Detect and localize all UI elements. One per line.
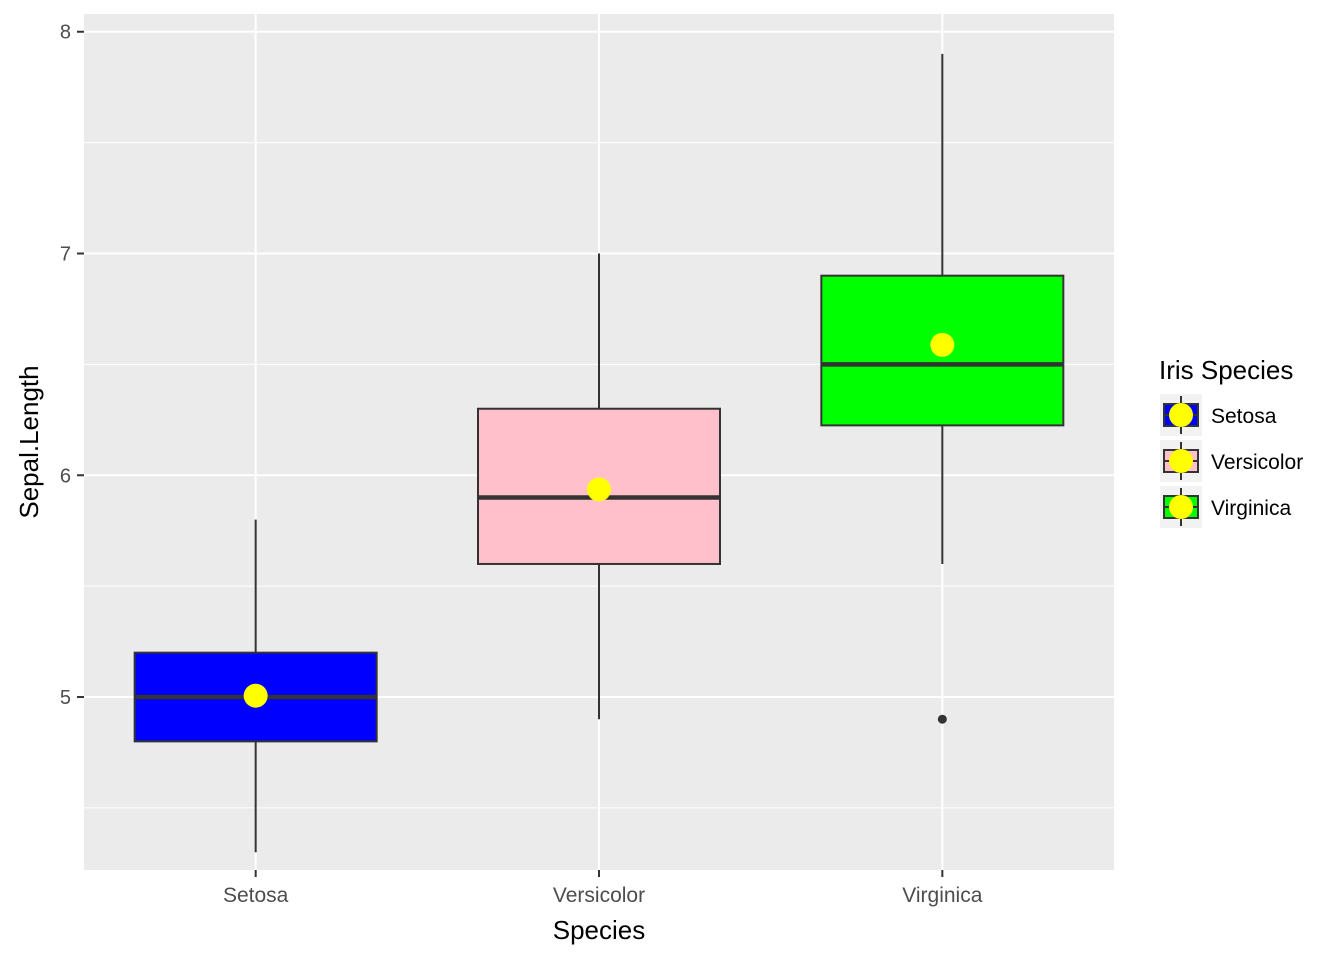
x-tick-label: Versicolor <box>553 884 645 907</box>
mean-point <box>243 683 268 708</box>
y-axis-title: Sepal.Length <box>14 365 44 518</box>
boxes <box>133 53 1065 853</box>
y-tick-label: 5 <box>60 687 71 709</box>
x-axis-title: Species <box>553 915 646 945</box>
legend-item-virginica: Virginica <box>1160 486 1291 528</box>
mean-point <box>930 332 955 357</box>
box-setosa <box>133 519 378 853</box>
axes: 5 6 7 8 Setosa Versicolor Virginica <box>60 22 983 907</box>
mean-point <box>587 477 611 502</box>
y-tick-label: 8 <box>60 22 71 44</box>
legend-label: Setosa <box>1211 405 1277 428</box>
y-tick-label: 6 <box>60 465 71 487</box>
legend-title: Iris Species <box>1159 355 1293 385</box>
legend-item-versicolor: Versicolor <box>1160 440 1303 482</box>
legend: Iris Species Setosa Versicolor Virginica <box>1159 355 1303 528</box>
legend-item-setosa: Setosa <box>1160 394 1277 436</box>
legend-label: Versicolor <box>1211 451 1303 474</box>
legend-key-mean <box>1169 403 1193 427</box>
y-tick-label: 7 <box>60 244 71 266</box>
x-tick-label: Setosa <box>223 884 289 907</box>
box-versicolor <box>477 253 721 720</box>
outlier-point <box>937 714 947 724</box>
legend-label: Virginica <box>1211 497 1291 520</box>
x-tick-label: Virginica <box>902 884 982 907</box>
box-virginica <box>820 53 1065 724</box>
legend-key-mean <box>1169 449 1193 473</box>
legend-key-mean <box>1169 495 1193 519</box>
